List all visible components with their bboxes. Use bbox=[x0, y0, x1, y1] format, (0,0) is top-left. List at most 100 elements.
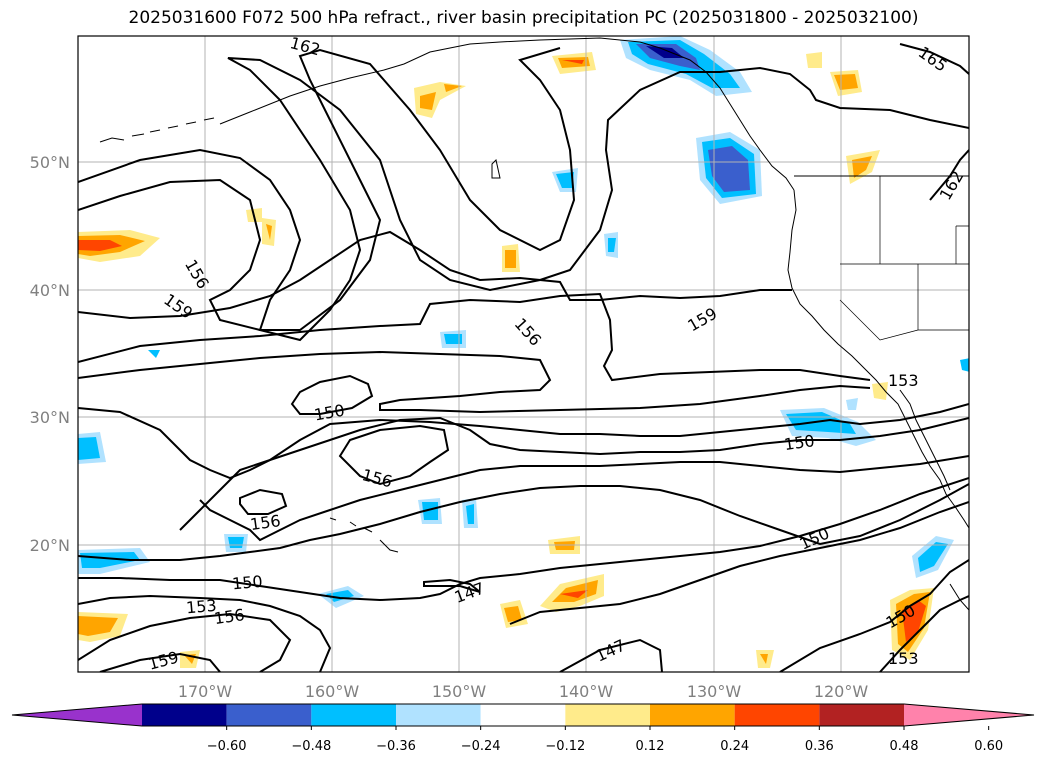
contour-line bbox=[879, 595, 969, 672]
coastlines bbox=[99, 37, 969, 611]
lat-label: 20°N bbox=[30, 536, 70, 555]
colorbar-cell bbox=[311, 704, 396, 726]
precip-negative-patch bbox=[148, 350, 160, 358]
precip-negative-patch bbox=[466, 504, 474, 524]
contour-line bbox=[779, 559, 969, 672]
colorbar-tick-label: 0.36 bbox=[805, 739, 834, 754]
precip-negative-patch bbox=[326, 590, 354, 602]
colorbar-cell bbox=[142, 704, 227, 726]
latitude-labels: 50°N 40°N 30°N 20°N bbox=[30, 153, 70, 555]
gridlines bbox=[78, 36, 969, 672]
contour-line bbox=[899, 43, 969, 75]
alaska-coastline bbox=[219, 37, 795, 191]
longitude-labels: 170°W 160°W 150°W 140°W 130°W 120°W bbox=[178, 682, 869, 701]
contour-line bbox=[239, 488, 288, 515]
precip-negative-patch bbox=[708, 146, 750, 192]
colorbar-cell bbox=[819, 704, 904, 726]
lon-label: 120°W bbox=[814, 682, 869, 701]
precip-positive-patch bbox=[444, 84, 462, 92]
contour-line bbox=[179, 416, 969, 531]
contour-label: 153 bbox=[888, 371, 919, 390]
colorbar-tick-label: −0.24 bbox=[461, 739, 501, 754]
precip-positive-patch bbox=[78, 616, 118, 636]
colorbar-tick-label: −0.60 bbox=[207, 739, 247, 754]
contour-line bbox=[199, 455, 969, 542]
contour-line bbox=[338, 424, 450, 486]
lon-label: 130°W bbox=[687, 682, 742, 701]
colorbar-cell bbox=[650, 704, 735, 726]
colorbar-tick-label: −0.36 bbox=[376, 739, 416, 754]
precip-positive-patch bbox=[806, 52, 822, 68]
map-title: 2025031600 F072 500 hPa refract., river … bbox=[128, 8, 919, 28]
contour-line bbox=[929, 149, 969, 201]
contour-line bbox=[423, 578, 481, 593]
colorbar-tick-label: 0.60 bbox=[974, 739, 1003, 754]
precip-negative-patch bbox=[846, 398, 858, 410]
colorbar-extend-high bbox=[904, 704, 1034, 726]
contour-label: 150 bbox=[783, 431, 816, 454]
colorbar-cell bbox=[226, 704, 312, 726]
hawaii-islands bbox=[329, 517, 399, 553]
contour-label: 153 bbox=[888, 649, 919, 668]
precip-positive-patch bbox=[558, 57, 590, 68]
contour-label: 153 bbox=[185, 596, 217, 618]
precip-negative-patch bbox=[422, 502, 438, 520]
precip-negative-patch bbox=[646, 46, 684, 58]
colorbar-cell bbox=[396, 704, 481, 726]
precip-negative-patch bbox=[78, 437, 100, 460]
colorbar: −0.60 −0.48 −0.36 −0.24 −0.12 0.12 0.24 0.36 0.4… bbox=[11, 703, 1035, 754]
contour-label: 162 bbox=[288, 33, 322, 59]
contour-line bbox=[509, 501, 969, 625]
precip-negative-patch bbox=[918, 542, 948, 572]
lon-label: 160°W bbox=[305, 682, 360, 701]
contour-line bbox=[78, 594, 332, 672]
map-frame bbox=[77, 35, 970, 673]
lon-label: 170°W bbox=[178, 682, 233, 701]
contour-line bbox=[78, 350, 871, 414]
contour-line bbox=[78, 477, 969, 602]
contour-line bbox=[78, 292, 871, 382]
state-borders bbox=[839, 176, 969, 341]
contour-label: 156 bbox=[213, 605, 246, 628]
lon-label: 150°W bbox=[432, 682, 487, 701]
precip-positive-patch bbox=[266, 224, 272, 240]
precip-negative-patch bbox=[444, 334, 462, 344]
contour-label: 156 bbox=[249, 511, 282, 534]
colorbar-tick-label: −0.48 bbox=[291, 739, 331, 754]
contour-line bbox=[290, 374, 374, 415]
precip-positive-patch bbox=[760, 654, 768, 664]
lat-label: 30°N bbox=[30, 408, 70, 427]
colorbar-cell bbox=[565, 704, 650, 726]
colorbar-outline bbox=[11, 703, 1035, 727]
contours bbox=[78, 43, 969, 672]
lat-label: 40°N bbox=[30, 281, 70, 300]
contour-line bbox=[78, 403, 969, 480]
precip-positive-patch bbox=[78, 240, 122, 251]
precip-positive-patch bbox=[560, 590, 588, 598]
contour-line bbox=[99, 652, 221, 672]
precip-positive-patch bbox=[420, 92, 436, 110]
contour-line bbox=[78, 612, 292, 672]
contour-line bbox=[559, 638, 663, 672]
contour-label: 150 bbox=[231, 572, 263, 594]
precip-positive-patch bbox=[505, 250, 516, 268]
colorbar-cell bbox=[734, 704, 820, 726]
lat-label: 50°N bbox=[30, 153, 70, 172]
colorbar-tick-label: 0.48 bbox=[890, 739, 919, 754]
colorbar-extend-low bbox=[12, 704, 142, 726]
precip-negative-patch bbox=[556, 172, 574, 188]
small-island bbox=[491, 159, 501, 179]
lon-label: 140°W bbox=[559, 682, 614, 701]
precip-negative-patch bbox=[960, 358, 969, 372]
precip-negative-patch bbox=[228, 537, 244, 548]
colorbar-tick-label: −0.12 bbox=[545, 739, 585, 754]
precip-positive-patch bbox=[872, 382, 888, 400]
precip-negative-patch bbox=[608, 238, 616, 252]
precip-positive-patch bbox=[834, 74, 858, 90]
colorbar-tick-label: 0.24 bbox=[720, 739, 749, 754]
contour-line bbox=[78, 47, 576, 331]
colorbar-tick-label: 0.12 bbox=[636, 739, 665, 754]
west-coast-north-america bbox=[787, 189, 969, 529]
baja-california bbox=[899, 389, 951, 491]
